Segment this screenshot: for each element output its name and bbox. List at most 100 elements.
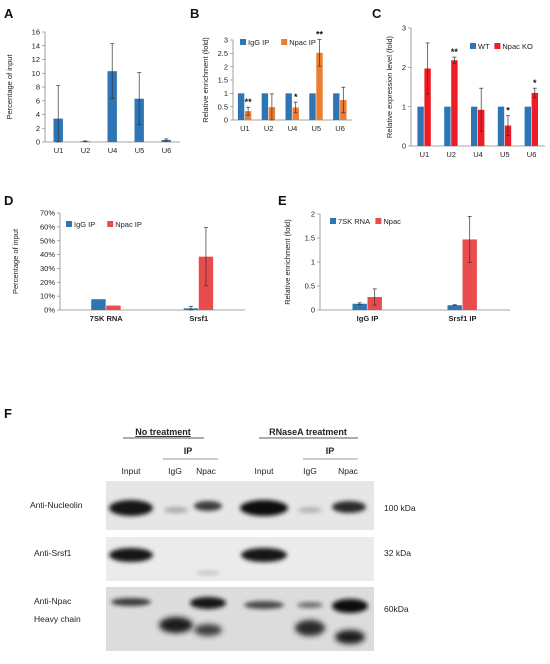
x-tick-label: U5 [312, 124, 322, 133]
y-tick-label: 1.5 [218, 76, 228, 85]
bar [244, 111, 252, 120]
legend-label: WT [478, 42, 490, 51]
lane-label-igg-1: IgG [168, 466, 182, 476]
band-nucleolin-igg-2 [298, 507, 322, 513]
bar [333, 93, 340, 120]
blot-membrane-srsf1 [106, 537, 374, 581]
bar [237, 93, 245, 120]
band-nucleolin-input-2 [240, 500, 288, 516]
band-srsf1-input-2 [241, 548, 287, 562]
size-marker-60kda: 60kDa [384, 604, 409, 614]
band-npac-npac-2 [332, 599, 368, 613]
y-tick-label: 2 [402, 63, 406, 72]
legend-label: IgG IP [74, 220, 95, 229]
y-tick-label: 30% [40, 264, 55, 273]
legend-label: 7SK RNA [338, 217, 370, 226]
band-nucleolin-npac-1 [194, 501, 222, 511]
panel-letter-c: C [372, 6, 382, 21]
chart-a: 0 2 4 6 8 10 12 14 16 Percentage of input U1 U2 U4 U5… [5, 28, 180, 155]
y-tick-label: 0.5 [305, 282, 315, 291]
bar [316, 52, 323, 120]
x-tick-label: Srsf1 IP [449, 314, 477, 323]
x-tick-label: U1 [54, 146, 64, 155]
row-label-heavy-chain: Heavy chain [34, 614, 81, 624]
band-heavy-igg-2 [295, 620, 325, 636]
y-tick-label: 16 [32, 28, 40, 37]
x-tick-label: U2 [81, 146, 91, 155]
y-tick-label: 0 [402, 142, 406, 151]
band-nucleolin-igg-1 [164, 507, 188, 513]
panel-letter-e: E [278, 193, 287, 208]
band-npac-igg-2 [297, 602, 323, 608]
bar [444, 106, 451, 146]
band-heavy-npac-2 [335, 630, 365, 644]
y-axis-label: Relative enrichment (fold) [283, 219, 292, 305]
y-tick-label: 0 [224, 116, 228, 125]
panel-letter-d: D [4, 193, 13, 208]
band-npac-npac-1 [190, 597, 226, 609]
y-axis-label: Percentage of input [5, 54, 14, 120]
y-tick-label: 1 [224, 89, 228, 98]
y-tick-label: 1 [402, 102, 406, 111]
x-tick-label: U5 [135, 146, 145, 155]
legend-swatch [375, 218, 382, 224]
size-marker-100kda: 100 kDa [384, 503, 416, 513]
legend-swatch [66, 221, 72, 227]
bar [285, 93, 292, 120]
row-label-npac: Anti-Npac [34, 596, 72, 606]
x-tick-label: U2 [264, 124, 274, 133]
y-tick-label: 70% [40, 209, 55, 218]
legend-swatch [470, 43, 476, 49]
header-rnasea-treatment: RNaseA treatment [269, 427, 347, 437]
y-tick-label: 0.5 [218, 102, 228, 111]
band-heavy-npac-1 [194, 624, 222, 636]
panel-letter-a: A [4, 6, 14, 21]
chart-c: 0 1 2 3 Relative expression level (fold) U1 U2… [385, 24, 545, 159]
y-tick-label: 1.5 [305, 234, 315, 243]
legend-label: Npac IP [115, 220, 142, 229]
legend-swatch [240, 39, 246, 45]
legend-swatch [494, 43, 501, 49]
x-tick-label: U6 [162, 146, 172, 155]
significance-star: * [533, 78, 537, 88]
x-tick-label: Srsf1 [189, 314, 208, 323]
y-tick-label: 14 [32, 41, 40, 50]
band-nucleolin-npac-2 [332, 501, 366, 513]
ip-label-2: IP [326, 446, 335, 456]
x-tick-label: U1 [420, 150, 430, 159]
y-tick-label: 40% [40, 250, 55, 259]
y-tick-label: 2 [36, 124, 40, 133]
legend-swatch [330, 218, 336, 224]
chart-d: 0% 10% 20% 30% 40% 50% 60% 70% Percentage of inp… [11, 209, 245, 323]
x-tick-label: U2 [446, 150, 456, 159]
legend-label: IgG IP [248, 38, 269, 47]
y-tick-label: 0 [36, 138, 40, 147]
x-tick-label: U4 [108, 146, 118, 155]
bar [352, 303, 367, 310]
y-tick-label: 3 [402, 24, 406, 33]
band-npac-input-1 [111, 598, 151, 606]
significance-star: * [506, 106, 510, 116]
y-tick-label: 6 [36, 96, 40, 105]
y-axis-label: Relative expression level (fold) [385, 35, 394, 138]
band-srsf1-npac-1 [196, 570, 220, 576]
ip-label-1: IP [184, 446, 193, 456]
lane-label-npac-1: Npac [196, 466, 217, 476]
band-npac-input-2 [244, 601, 284, 609]
y-tick-label: 12 [32, 55, 40, 64]
x-tick-label: U1 [240, 124, 250, 133]
band-heavy-igg-1 [159, 617, 193, 633]
y-tick-label: 8 [36, 83, 40, 92]
legend-label: Npac IP [289, 38, 316, 47]
y-tick-label: 4 [36, 110, 40, 119]
band-srsf1-input-1 [109, 548, 153, 562]
y-tick-label: 0 [311, 306, 315, 315]
significance-star: ** [316, 29, 324, 39]
bar [107, 71, 117, 142]
legend-swatch [281, 39, 288, 45]
significance-star: ** [451, 47, 459, 57]
lane-label-igg-2: IgG [303, 466, 317, 476]
y-tick-label: 2.5 [218, 49, 228, 58]
x-tick-label: U6 [527, 150, 537, 159]
row-label-srsf1: Anti-Srsf1 [34, 548, 72, 558]
